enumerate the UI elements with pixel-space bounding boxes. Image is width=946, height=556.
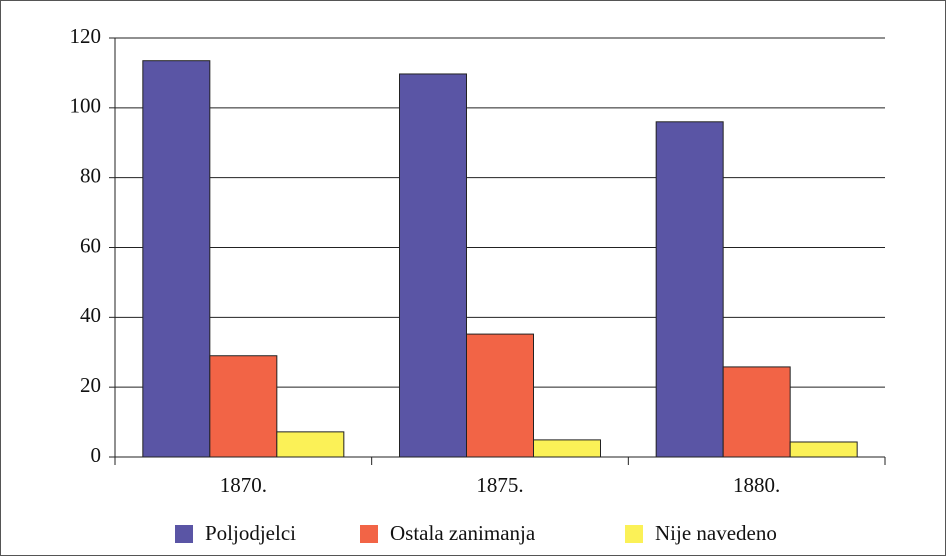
bar (466, 333, 534, 458)
legend-label: Nije navedeno (655, 521, 777, 545)
legend-swatch (625, 525, 643, 543)
bar (399, 73, 467, 458)
bar (789, 441, 858, 458)
y-tick-label: 20 (80, 373, 101, 397)
bar (722, 366, 791, 458)
x-tick-label: 1880. (733, 473, 780, 497)
legend-swatch (360, 525, 378, 543)
y-tick-label: 120 (70, 24, 102, 48)
legend-swatch (175, 525, 193, 543)
legend-label: Poljodjelci (205, 521, 296, 545)
bar (655, 121, 724, 458)
y-tick-label: 100 (70, 94, 102, 118)
legend-label: Ostala zanimanja (390, 521, 536, 545)
x-tick-label: 1875. (476, 473, 523, 497)
y-tick-label: 60 (80, 233, 101, 257)
bar (142, 60, 211, 458)
bar (533, 439, 601, 458)
y-tick-label: 0 (91, 443, 102, 467)
y-tick-label: 40 (80, 303, 101, 327)
bar (209, 355, 278, 458)
bar (276, 431, 345, 458)
x-tick-label: 1870. (220, 473, 267, 497)
y-tick-label: 80 (80, 163, 101, 187)
